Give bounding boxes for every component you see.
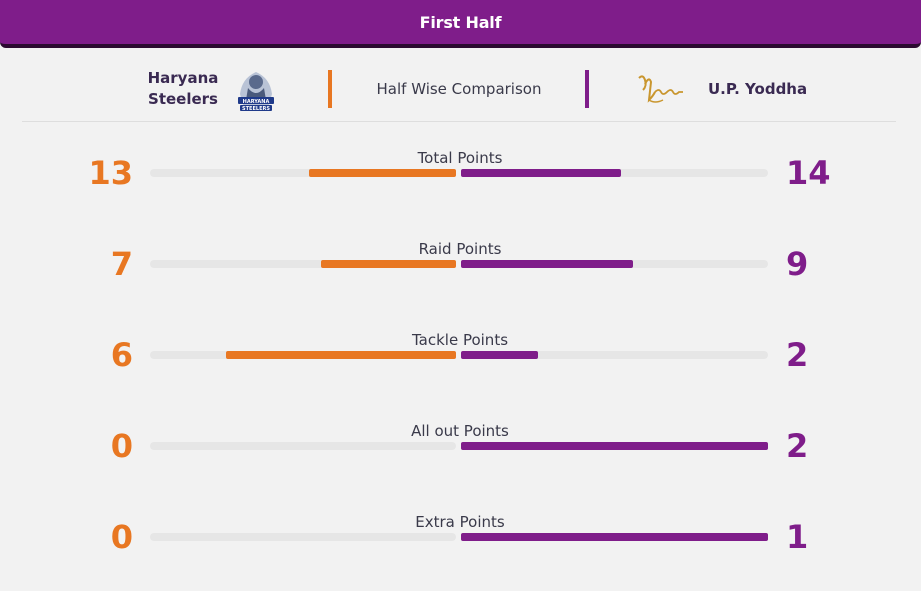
- away-bar-fill: [461, 351, 538, 359]
- svg-text:STEELERS: STEELERS: [242, 106, 270, 112]
- stat-row: Raid Points 7 9: [0, 240, 921, 300]
- up-yoddha-logo: [638, 75, 683, 103]
- home-stat-value: 0: [110, 427, 133, 465]
- home-bar-track: [150, 169, 456, 177]
- home-divider: [328, 70, 332, 108]
- svg-text:HARYANA: HARYANA: [243, 99, 270, 105]
- away-stat-value: 14: [786, 154, 831, 192]
- stat-row: All out Points 0 2: [0, 422, 921, 482]
- away-bar-fill: [461, 169, 621, 177]
- away-stat-value: 2: [786, 427, 809, 465]
- home-stat-value: 6: [110, 336, 133, 374]
- away-stat-value: 2: [786, 336, 809, 374]
- away-bar-track: [461, 260, 768, 268]
- home-team-name-line2: Steelers: [148, 90, 218, 108]
- away-bar-fill: [461, 260, 633, 268]
- away-stat-value: 9: [786, 245, 809, 283]
- home-bar-fill: [226, 351, 456, 359]
- home-stat-value: 13: [88, 154, 133, 192]
- comparison-panel: [0, 56, 921, 591]
- home-bar-track: [150, 442, 456, 450]
- away-bar-track: [461, 351, 768, 359]
- away-team-name: U.P. Yoddha: [708, 80, 808, 98]
- away-bar-track: [461, 442, 768, 450]
- teams-row: Haryana Steelers HARYANA STEELERS Half W…: [22, 56, 896, 122]
- away-stat-value: 1: [786, 518, 809, 556]
- haryana-steelers-logo: HARYANA STEELERS: [238, 72, 274, 112]
- half-title: First Half: [419, 12, 502, 32]
- stat-row: Total Points 13 14: [0, 149, 921, 209]
- away-bar-track: [461, 533, 768, 541]
- away-divider: [585, 70, 589, 108]
- stat-label: Raid Points: [418, 240, 502, 258]
- stat-row: Extra Points 0 1: [0, 513, 921, 573]
- home-bar-track: [150, 260, 456, 268]
- stat-label: All out Points: [411, 422, 509, 440]
- half-header: First Half: [0, 0, 921, 48]
- home-bar-fill: [309, 169, 456, 177]
- stat-label: Total Points: [417, 149, 503, 167]
- stat-row: Tackle Points 6 2: [0, 331, 921, 391]
- home-team-name-line1: Haryana: [147, 69, 219, 87]
- away-bar-fill: [461, 533, 768, 541]
- home-team-name: Haryana Steelers: [137, 68, 229, 110]
- home-stat-value: 7: [110, 245, 133, 283]
- home-bar-fill: [321, 260, 456, 268]
- home-stat-value: 0: [110, 518, 133, 556]
- away-bar-track: [461, 169, 768, 177]
- home-bar-track: [150, 351, 456, 359]
- home-bar-track: [150, 533, 456, 541]
- stat-label: Extra Points: [415, 513, 505, 531]
- stat-label: Tackle Points: [411, 331, 509, 349]
- comparison-label: Half Wise Comparison: [376, 80, 542, 98]
- away-bar-fill: [461, 442, 768, 450]
